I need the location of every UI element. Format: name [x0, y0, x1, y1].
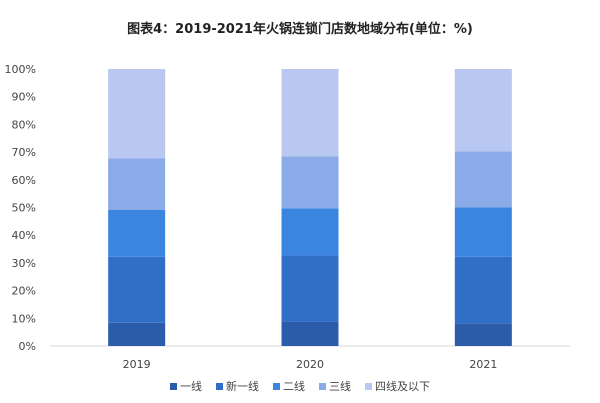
chart-title: 图表4：2019-2021年火锅连锁门店数地域分布(单位：%) — [127, 22, 473, 37]
legend-item: 新一线 — [216, 378, 259, 394]
x-tick-label: 2019 — [123, 358, 151, 371]
bar-segment — [108, 322, 166, 346]
y-tick-label: 10% — [12, 312, 36, 325]
legend-item: 二线 — [273, 378, 305, 394]
y-tick-label: 60% — [12, 174, 36, 187]
bar-segment — [281, 208, 339, 256]
bar-segment — [454, 151, 512, 208]
legend-item: 一线 — [170, 378, 202, 394]
bar-segment — [454, 207, 512, 257]
y-tick-label: 30% — [12, 257, 36, 270]
y-tick-label: 50% — [12, 202, 36, 215]
y-tick-label: 70% — [12, 146, 36, 159]
y-tick-label: 40% — [12, 229, 36, 242]
legend-label: 一线 — [180, 380, 202, 393]
y-tick-label: 100% — [5, 63, 36, 76]
legend-label: 三线 — [329, 380, 351, 393]
legend-swatch — [273, 382, 280, 390]
y-tick-label: 90% — [12, 91, 36, 104]
legend-swatch — [216, 382, 223, 390]
bar-segment — [281, 255, 339, 322]
legend-label: 四线及以下 — [375, 380, 430, 393]
legend: 一线 新一线 二线 三线 四线及以下 — [0, 378, 600, 394]
bar-segment — [108, 209, 166, 257]
bar-segment — [281, 69, 339, 157]
x-tick-label: 2020 — [296, 358, 324, 371]
bar-segment — [281, 156, 339, 209]
legend-swatch — [319, 382, 326, 390]
legend-item: 四线及以下 — [365, 378, 430, 394]
legend-item: 三线 — [319, 378, 351, 394]
y-tick-label: 20% — [12, 285, 36, 298]
y-tick-label: 0% — [19, 340, 36, 353]
bar-segment — [108, 256, 166, 323]
y-tick-label: 80% — [12, 118, 36, 131]
bar-segment — [454, 323, 512, 346]
bar-segment — [454, 69, 512, 152]
x-tick-label: 2021 — [469, 358, 497, 371]
legend-label: 二线 — [283, 380, 305, 393]
bar-segment — [454, 256, 512, 324]
bar-segment — [108, 158, 166, 210]
legend-label: 新一线 — [226, 380, 259, 393]
legend-swatch — [170, 382, 177, 390]
bar-segment — [108, 69, 166, 159]
bar-segment — [281, 321, 339, 346]
legend-swatch — [365, 382, 372, 390]
